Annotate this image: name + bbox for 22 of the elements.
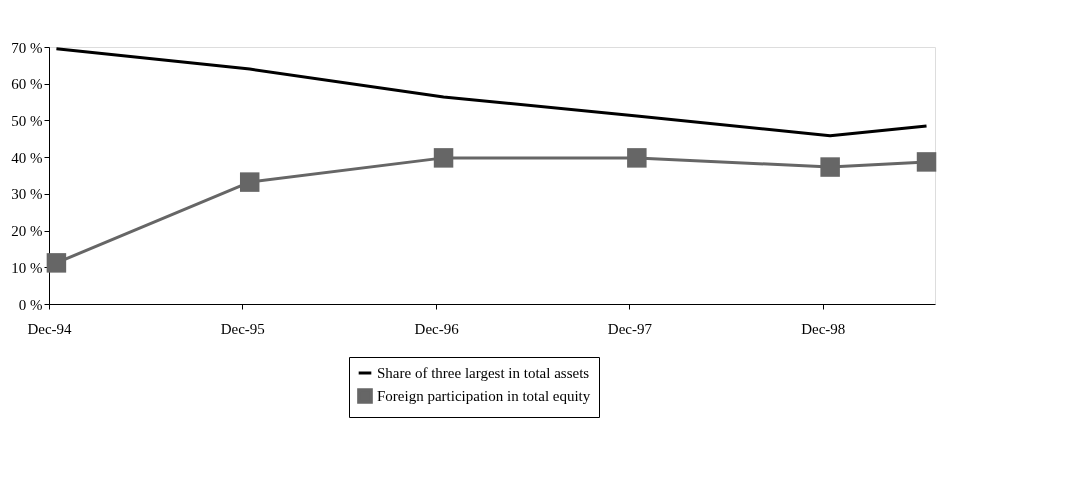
y-tick-label: 20 % [11,223,43,240]
y-tick-label: 10 % [11,259,43,276]
x-tick-label: Dec-95 [220,320,265,337]
point [627,148,647,168]
y-tick-label: 50 % [11,112,43,129]
y-tick-label: 60 % [11,76,43,93]
x-tick-label: Dec-94 [27,320,73,337]
point [239,172,260,192]
point [433,148,454,168]
legend-label: Share of three largest in total assets [377,365,590,381]
point [916,152,937,172]
point [820,157,840,177]
y-tick-label: 40 % [11,149,43,166]
line-series [54,47,929,138]
y-tick-label: 30 % [11,186,43,203]
x-tick-label: Dec-97 [607,320,653,337]
x-tick-label: Dec-98 [801,320,846,337]
y-tick-label: 0 % [18,296,43,313]
x-tick-label: Dec-96 [414,320,460,337]
point [46,253,67,273]
y-tick-label: 70 % [11,39,43,56]
legend-label: Foreign participation in total equity [377,388,591,404]
